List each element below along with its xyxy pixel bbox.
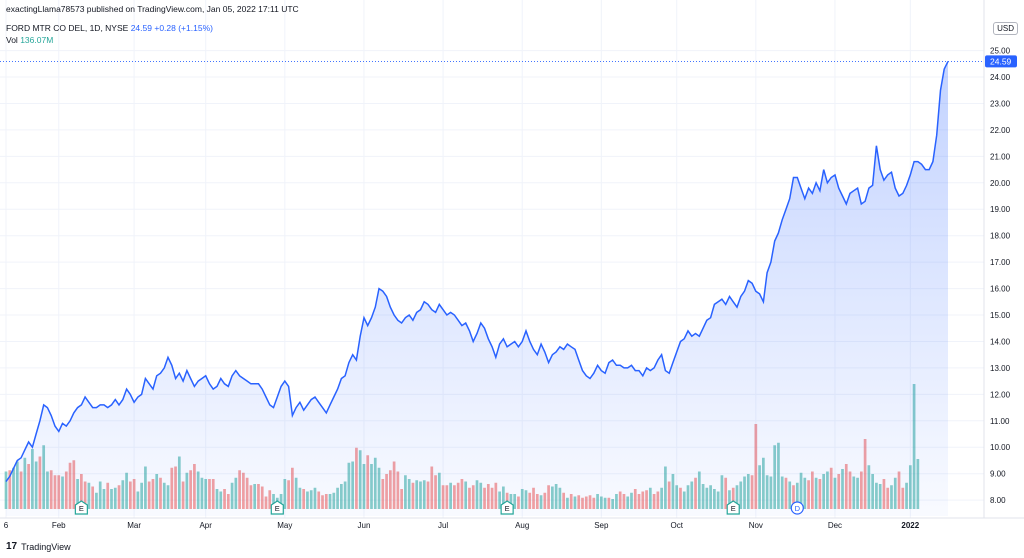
y-tick-label: 8.00: [990, 496, 1006, 505]
y-tick-label: 16.00: [990, 285, 1011, 294]
y-tick-label: 17.00: [990, 258, 1011, 267]
y-tick-label: 19.00: [990, 205, 1011, 214]
y-tick-label: 25.00: [990, 47, 1011, 56]
price-area-fill: [6, 61, 948, 517]
svg-text:E: E: [505, 504, 510, 513]
brand-name: TradingView: [21, 541, 71, 552]
currency-button[interactable]: USD: [993, 22, 1018, 35]
x-tick-label: Oct: [670, 521, 683, 530]
x-tick-label: Feb: [52, 521, 66, 530]
y-tick-label: 9.00: [990, 470, 1006, 479]
x-tick-label: Apr: [199, 521, 212, 530]
x-tick-label: Dec: [828, 521, 842, 530]
y-tick-label: 21.00: [990, 152, 1011, 161]
price-line: [5, 61, 949, 483]
x-tick-label: Mar: [127, 521, 141, 530]
price-change: +0.28 (+1.15%): [154, 23, 213, 33]
y-tick-label: 14.00: [990, 337, 1011, 346]
dividend-marker[interactable]: D: [790, 501, 804, 515]
y-tick-label: 22.00: [990, 126, 1011, 135]
x-tick-label: May: [277, 521, 292, 530]
y-tick-label: 13.00: [990, 364, 1011, 373]
y-tick-label: 18.00: [990, 232, 1011, 241]
y-tick-label: 11.00: [990, 417, 1010, 426]
last-price-badge: 24.59: [985, 55, 1017, 68]
x-tick-label: Aug: [515, 521, 529, 530]
svg-text:24.59: 24.59: [990, 56, 1012, 66]
last-price: 24.59: [130, 23, 152, 33]
svg-text:D: D: [795, 504, 801, 513]
x-tick-label: Sep: [594, 521, 609, 530]
x-tick-label: 6: [4, 521, 9, 530]
symbol-legend: FORD MTR CO DEL, 1D, NYSE 24.59 +0.28 (+…: [6, 22, 213, 46]
y-tick-label: 12.00: [990, 390, 1011, 399]
earnings-marker[interactable]: E: [726, 500, 740, 515]
time-axis: 6 Feb Mar Apr May Jun Jul Aug Sep Oct Nov Dec 2022: [0, 517, 1024, 530]
y-tick-label: 24.00: [990, 73, 1011, 82]
svg-text:E: E: [275, 504, 280, 513]
tradingview-logo-icon: 17: [6, 541, 18, 552]
tradingview-brand[interactable]: 17 TradingView: [6, 541, 71, 552]
svg-text:E: E: [79, 504, 84, 513]
publish-info: exactingLlama78573 published on TradingV…: [6, 4, 299, 14]
y-tick-label: 20.00: [990, 179, 1011, 188]
earnings-marker[interactable]: E: [500, 500, 514, 515]
x-tick-label: Jul: [438, 521, 448, 530]
y-tick-label: 15.00: [990, 311, 1011, 320]
y-tick-label: 10.00: [990, 443, 1011, 452]
volume-label: Vol: [6, 35, 18, 45]
x-tick-label: Nov: [749, 521, 763, 530]
earnings-marker[interactable]: E: [74, 500, 88, 515]
price-axis: 8.00 9.00 10.00 11.00 12.00 13.00 14.00 15.00 16…: [983, 0, 1011, 518]
symbol-title[interactable]: FORD MTR CO DEL, 1D, NYSE: [6, 23, 129, 33]
volume-value: 136.07M: [20, 35, 54, 45]
earnings-marker[interactable]: E: [270, 500, 284, 515]
x-tick-label: Jun: [358, 521, 371, 530]
y-tick-label: 23.00: [990, 99, 1011, 108]
x-tick-label: 2022: [901, 521, 919, 530]
svg-text:E: E: [731, 504, 736, 513]
